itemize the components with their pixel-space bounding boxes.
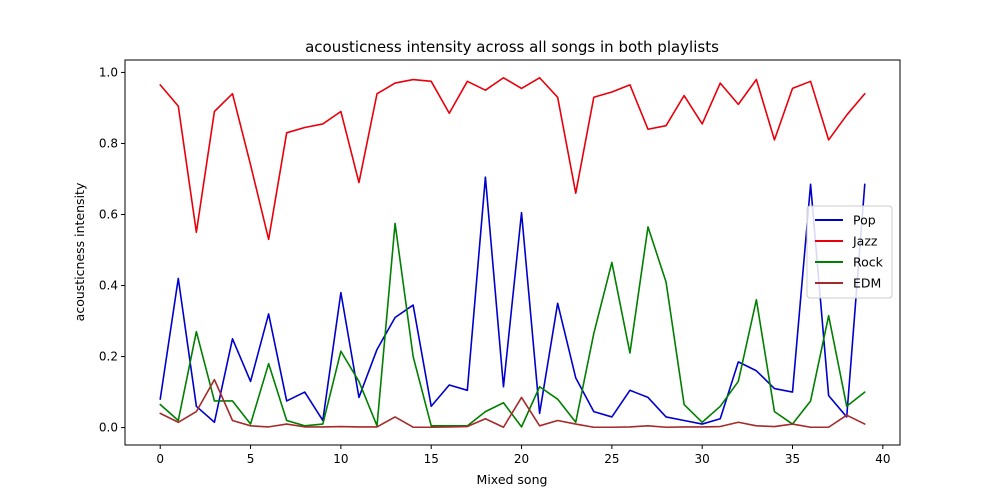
y-tick-label: 0.4 (99, 279, 118, 293)
x-tick-label: 5 (247, 452, 255, 466)
y-axis-label: acousticness intensity (72, 182, 87, 321)
x-tick-label: 10 (333, 452, 348, 466)
y-tick-label: 0.8 (99, 136, 118, 150)
x-tick-label: 15 (424, 452, 439, 466)
y-tick-label: 0.0 (99, 421, 118, 435)
legend-label: Jazz (852, 234, 878, 249)
x-tick-label: 40 (875, 452, 890, 466)
chart-title: acousticness intensity across all songs … (305, 38, 719, 56)
legend-box (806, 205, 893, 299)
series-line-edm (159, 378, 866, 429)
x-tick-label: 35 (785, 452, 800, 466)
x-tick-label: 30 (695, 452, 710, 466)
plot-area (159, 76, 866, 429)
legend-label: Rock (853, 255, 884, 270)
x-tick-label: 25 (604, 452, 619, 466)
y-axis: 0.0 0.2 0.4 0.6 0.8 1.0 (99, 65, 125, 435)
y-tick-label: 0.2 (99, 350, 118, 364)
y-tick-label: 0.6 (99, 207, 118, 221)
x-axis: 0 5 10 15 20 25 30 35 40 (156, 445, 890, 466)
series-line-jazz (159, 76, 866, 241)
legend-label: EDM (853, 276, 881, 291)
x-tick-label: 20 (514, 452, 529, 466)
legend: Pop Jazz Rock EDM (806, 205, 893, 299)
series-line-pop (159, 176, 866, 425)
y-tick-label: 1.0 (99, 65, 118, 79)
legend-label: Pop (853, 213, 876, 228)
x-axis-label: Mixed song (477, 472, 548, 487)
plot-frame (124, 59, 901, 446)
x-tick-label: 0 (156, 452, 164, 466)
series-line-rock (159, 222, 866, 428)
